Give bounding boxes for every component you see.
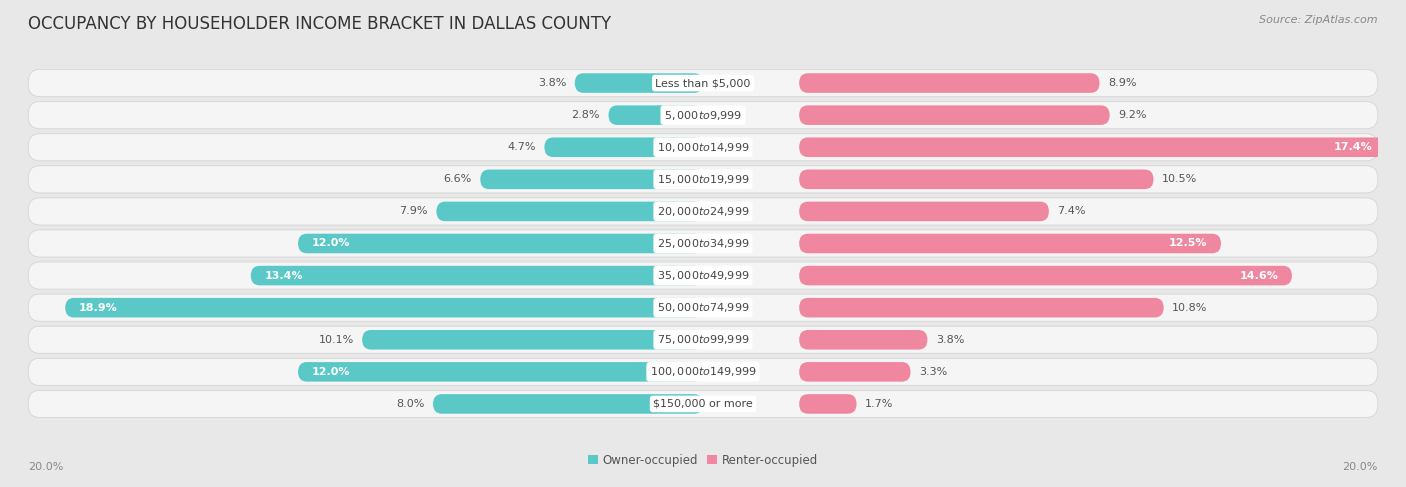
Text: 12.0%: 12.0%: [312, 367, 350, 377]
Text: $25,000 to $34,999: $25,000 to $34,999: [657, 237, 749, 250]
FancyBboxPatch shape: [298, 234, 703, 253]
Legend: Owner-occupied, Renter-occupied: Owner-occupied, Renter-occupied: [583, 449, 823, 471]
FancyBboxPatch shape: [433, 394, 703, 414]
Text: 10.5%: 10.5%: [1161, 174, 1197, 184]
Text: 18.9%: 18.9%: [79, 303, 118, 313]
Text: 17.4%: 17.4%: [1334, 142, 1372, 152]
Text: 4.7%: 4.7%: [508, 142, 536, 152]
Text: 7.4%: 7.4%: [1057, 206, 1085, 216]
Text: 3.8%: 3.8%: [936, 335, 965, 345]
FancyBboxPatch shape: [799, 394, 856, 414]
FancyBboxPatch shape: [799, 362, 911, 382]
FancyBboxPatch shape: [436, 202, 703, 221]
FancyBboxPatch shape: [298, 362, 703, 382]
FancyBboxPatch shape: [28, 133, 1378, 161]
Text: 2.8%: 2.8%: [572, 110, 600, 120]
FancyBboxPatch shape: [28, 166, 1378, 193]
FancyBboxPatch shape: [28, 358, 1378, 385]
FancyBboxPatch shape: [799, 73, 1099, 93]
FancyBboxPatch shape: [28, 391, 1378, 417]
FancyBboxPatch shape: [799, 266, 1292, 285]
Text: 20.0%: 20.0%: [1343, 462, 1378, 472]
FancyBboxPatch shape: [575, 73, 703, 93]
Text: 10.1%: 10.1%: [319, 335, 354, 345]
Text: $35,000 to $49,999: $35,000 to $49,999: [657, 269, 749, 282]
FancyBboxPatch shape: [799, 234, 1220, 253]
Text: $100,000 to $149,999: $100,000 to $149,999: [650, 365, 756, 378]
Text: 10.8%: 10.8%: [1173, 303, 1208, 313]
FancyBboxPatch shape: [799, 202, 1049, 221]
Text: 3.3%: 3.3%: [920, 367, 948, 377]
FancyBboxPatch shape: [65, 298, 703, 318]
FancyBboxPatch shape: [28, 198, 1378, 225]
FancyBboxPatch shape: [481, 169, 703, 189]
Text: $15,000 to $19,999: $15,000 to $19,999: [657, 173, 749, 186]
Text: $75,000 to $99,999: $75,000 to $99,999: [657, 333, 749, 346]
FancyBboxPatch shape: [799, 298, 1164, 318]
Text: Less than $5,000: Less than $5,000: [655, 78, 751, 88]
Text: $20,000 to $24,999: $20,000 to $24,999: [657, 205, 749, 218]
FancyBboxPatch shape: [28, 102, 1378, 129]
Text: 8.0%: 8.0%: [396, 399, 425, 409]
Text: $150,000 or more: $150,000 or more: [654, 399, 752, 409]
Text: $5,000 to $9,999: $5,000 to $9,999: [664, 109, 742, 122]
Text: 8.9%: 8.9%: [1108, 78, 1136, 88]
Text: $10,000 to $14,999: $10,000 to $14,999: [657, 141, 749, 154]
Text: 9.2%: 9.2%: [1118, 110, 1146, 120]
Text: $50,000 to $74,999: $50,000 to $74,999: [657, 301, 749, 314]
FancyBboxPatch shape: [609, 105, 703, 125]
FancyBboxPatch shape: [799, 137, 1386, 157]
Text: OCCUPANCY BY HOUSEHOLDER INCOME BRACKET IN DALLAS COUNTY: OCCUPANCY BY HOUSEHOLDER INCOME BRACKET …: [28, 15, 612, 33]
Text: 1.7%: 1.7%: [865, 399, 893, 409]
FancyBboxPatch shape: [250, 266, 703, 285]
FancyBboxPatch shape: [28, 230, 1378, 257]
FancyBboxPatch shape: [799, 105, 1109, 125]
Text: 7.9%: 7.9%: [399, 206, 427, 216]
Text: 13.4%: 13.4%: [264, 271, 302, 281]
Text: 12.5%: 12.5%: [1168, 239, 1208, 248]
FancyBboxPatch shape: [28, 294, 1378, 321]
Text: 3.8%: 3.8%: [538, 78, 567, 88]
FancyBboxPatch shape: [544, 137, 703, 157]
FancyBboxPatch shape: [799, 169, 1153, 189]
Text: 6.6%: 6.6%: [444, 174, 472, 184]
Text: 12.0%: 12.0%: [312, 239, 350, 248]
Text: 14.6%: 14.6%: [1240, 271, 1278, 281]
Text: 20.0%: 20.0%: [28, 462, 63, 472]
FancyBboxPatch shape: [28, 70, 1378, 96]
FancyBboxPatch shape: [799, 330, 928, 350]
FancyBboxPatch shape: [28, 262, 1378, 289]
FancyBboxPatch shape: [28, 326, 1378, 354]
Text: Source: ZipAtlas.com: Source: ZipAtlas.com: [1260, 15, 1378, 25]
FancyBboxPatch shape: [363, 330, 703, 350]
